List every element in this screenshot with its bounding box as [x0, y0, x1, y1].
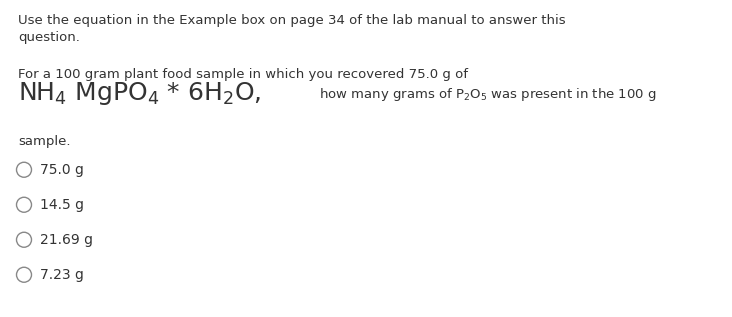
Text: 7.23 g: 7.23 g [40, 268, 84, 282]
Text: Use the equation in the Example box on page 34 of the lab manual to answer this
: Use the equation in the Example box on p… [18, 14, 566, 44]
Text: how many grams of P$_2$O$_5$ was present in the 100 g: how many grams of P$_2$O$_5$ was present… [315, 86, 657, 103]
Text: NH$_4$ MgPO$_4$ * 6H$_2$O,: NH$_4$ MgPO$_4$ * 6H$_2$O, [18, 80, 261, 107]
Text: 14.5 g: 14.5 g [40, 198, 84, 212]
Text: 21.69 g: 21.69 g [40, 233, 93, 247]
Text: 75.0 g: 75.0 g [40, 163, 84, 177]
Text: For a 100 gram plant food sample in which you recovered 75.0 g of: For a 100 gram plant food sample in whic… [18, 68, 468, 81]
Text: sample.: sample. [18, 135, 70, 148]
